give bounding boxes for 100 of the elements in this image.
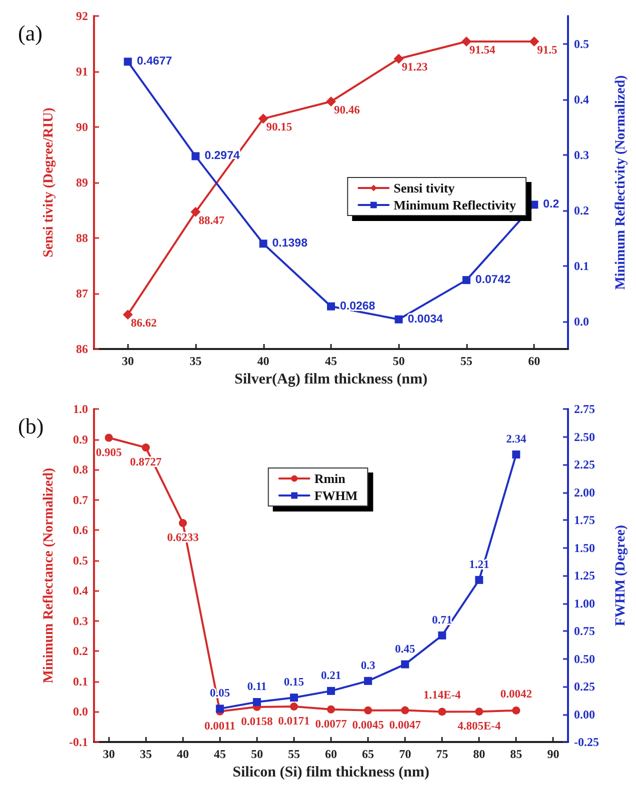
data-label: 0.0268 xyxy=(340,300,376,312)
x-tick-label: 50 xyxy=(250,747,263,761)
legend-label: Sensi tivity xyxy=(394,180,456,196)
point xyxy=(512,706,520,714)
point xyxy=(252,698,261,706)
y2-tick-label: 2.00 xyxy=(574,485,595,500)
point xyxy=(364,676,372,685)
data-label: 0.0158 xyxy=(241,716,273,728)
y2-tick-label: 0.0 xyxy=(574,314,589,328)
y2-tick-label: 2.25 xyxy=(574,458,595,472)
x-axis-title: Silicon (Si) film thickness (nm) xyxy=(232,764,430,780)
x-tick-label: 85 xyxy=(510,747,522,761)
point xyxy=(122,310,133,320)
point xyxy=(461,36,472,47)
point xyxy=(401,706,410,714)
y-tick-label: 0.2 xyxy=(73,644,88,658)
x-tick-label: 70 xyxy=(399,747,412,761)
point xyxy=(259,240,268,248)
data-label: 0.11 xyxy=(247,681,267,694)
y-tick-label: 0.1 xyxy=(73,674,88,688)
x-tick-label: 55 xyxy=(288,747,300,761)
data-label: 91.5 xyxy=(537,44,558,57)
point xyxy=(258,114,268,124)
y2-tick-label: -0.25 xyxy=(574,735,599,749)
point xyxy=(327,686,335,695)
y-tick-label: 0.4 xyxy=(73,584,88,598)
y-tick-label: 0.6 xyxy=(73,523,88,538)
data-label: 0.45 xyxy=(395,643,416,656)
data-label: 90.46 xyxy=(334,104,360,116)
data-label: 0.0045 xyxy=(352,719,384,732)
x-tick-label: 60 xyxy=(528,354,540,368)
text: (a) xyxy=(18,20,42,46)
data-label: 0.21 xyxy=(320,670,342,682)
data-label: 4.805E-4 xyxy=(458,720,501,733)
y2-tick-label: 0.00 xyxy=(574,707,595,722)
point xyxy=(529,36,540,47)
point xyxy=(124,58,132,66)
point xyxy=(394,54,404,64)
y2-axis-title: Minimum Reflectivity (Normalized) xyxy=(614,74,628,290)
y2-tick-label: 0.3 xyxy=(574,148,589,162)
point xyxy=(290,694,298,702)
y2-tick-label: 0.50 xyxy=(574,652,595,666)
point xyxy=(326,96,336,106)
y2-tick-label: 0.75 xyxy=(574,624,595,638)
data-label: 91.23 xyxy=(402,62,428,74)
legend-label: Rmin xyxy=(314,471,346,486)
y-axis-title: Minimum Reflectance (Normalized) xyxy=(42,467,56,684)
x-tick-label: 30 xyxy=(102,747,115,761)
y-tick-label: 86 xyxy=(76,342,88,356)
point xyxy=(327,302,335,310)
x-tick-label: 75 xyxy=(436,747,448,761)
y2-tick-label: 0.25 xyxy=(574,680,595,694)
y2-tick-label: 1.75 xyxy=(574,513,595,527)
y-tick-label: 92 xyxy=(76,9,88,23)
data-label: 90.15 xyxy=(266,122,292,134)
point xyxy=(192,152,200,160)
point xyxy=(327,705,335,714)
x-tick-label: 60 xyxy=(325,747,337,761)
y-tick-label: 0.3 xyxy=(73,614,88,628)
y2-tick-label: 1.50 xyxy=(574,540,595,555)
x-tick-label: 45 xyxy=(325,354,337,368)
x-tick-label: 65 xyxy=(362,747,374,761)
y2-tick-label: 2.50 xyxy=(574,430,595,444)
data-label: 0.0077 xyxy=(315,718,348,730)
point xyxy=(290,702,298,711)
point xyxy=(190,206,201,217)
y-tick-label: 0.8 xyxy=(73,462,88,477)
data-label: 0.0042 xyxy=(500,688,532,700)
data-label: 88.47 xyxy=(198,214,225,227)
x-tick-label: 40 xyxy=(257,354,270,368)
y2-tick-label: 0.1 xyxy=(574,258,589,273)
y-tick-label: 0.7 xyxy=(73,492,88,507)
point xyxy=(438,631,446,640)
data-label: 1.14E-4 xyxy=(423,690,462,702)
data-label: 0.3 xyxy=(360,660,376,672)
data-label: 0.4677 xyxy=(136,56,172,68)
y-tick-label: 90 xyxy=(76,120,88,134)
text: (b) xyxy=(18,414,44,438)
y-tick-label: 89 xyxy=(76,176,88,190)
y-tick-label: 87 xyxy=(76,286,88,300)
data-label: 0.1398 xyxy=(272,238,308,250)
data-label: 0.15 xyxy=(284,676,304,689)
data-label: 86.62 xyxy=(130,318,157,330)
x-tick-label: 35 xyxy=(190,354,202,368)
point xyxy=(462,276,470,284)
point xyxy=(401,660,410,668)
y2-tick-label: 0.5 xyxy=(574,36,589,51)
x-tick-label: 80 xyxy=(473,747,486,761)
x-axis-title: Silver(Ag) film thickness (nm) xyxy=(234,371,428,388)
point xyxy=(438,708,446,716)
legend-label: FWHM xyxy=(314,488,358,503)
y-tick-label: 91 xyxy=(76,64,88,78)
y-axis-title: Sensi tivity (Degree/RIU) xyxy=(42,107,56,258)
point xyxy=(394,315,403,324)
y-tick-label: 0.9 xyxy=(73,432,88,446)
y-tick-label: 1.0 xyxy=(73,402,88,416)
x-tick-label: 50 xyxy=(392,354,405,368)
data-label: 0.905 xyxy=(96,446,122,459)
y2-tick-label: 0.4 xyxy=(574,92,589,106)
data-label: 0.0742 xyxy=(475,274,511,286)
